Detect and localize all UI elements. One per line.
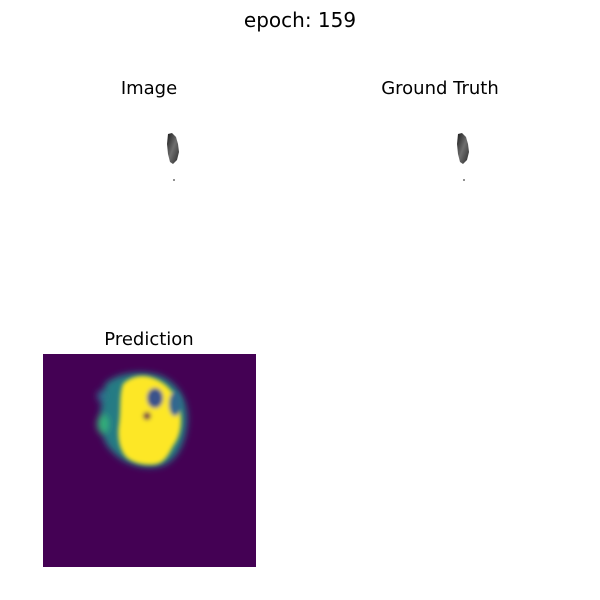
image-object — [167, 133, 179, 164]
ground-truth-dot — [463, 179, 465, 181]
ground-truth-object — [457, 133, 469, 164]
prediction-panel — [43, 354, 256, 567]
panel-title-prediction: Prediction — [104, 329, 194, 350]
image-panel — [43, 104, 256, 317]
ground-truth-canvas — [457, 133, 469, 181]
figure-title: epoch: 159 — [243, 8, 357, 32]
prediction-heatmap — [43, 354, 256, 567]
panel-title-image: Image — [120, 78, 178, 99]
panel-title-ground-truth: Ground Truth — [381, 78, 499, 99]
image-dot — [173, 179, 175, 181]
prediction-core — [118, 376, 181, 465]
image-canvas — [167, 133, 179, 181]
ground-truth-panel — [333, 104, 546, 317]
